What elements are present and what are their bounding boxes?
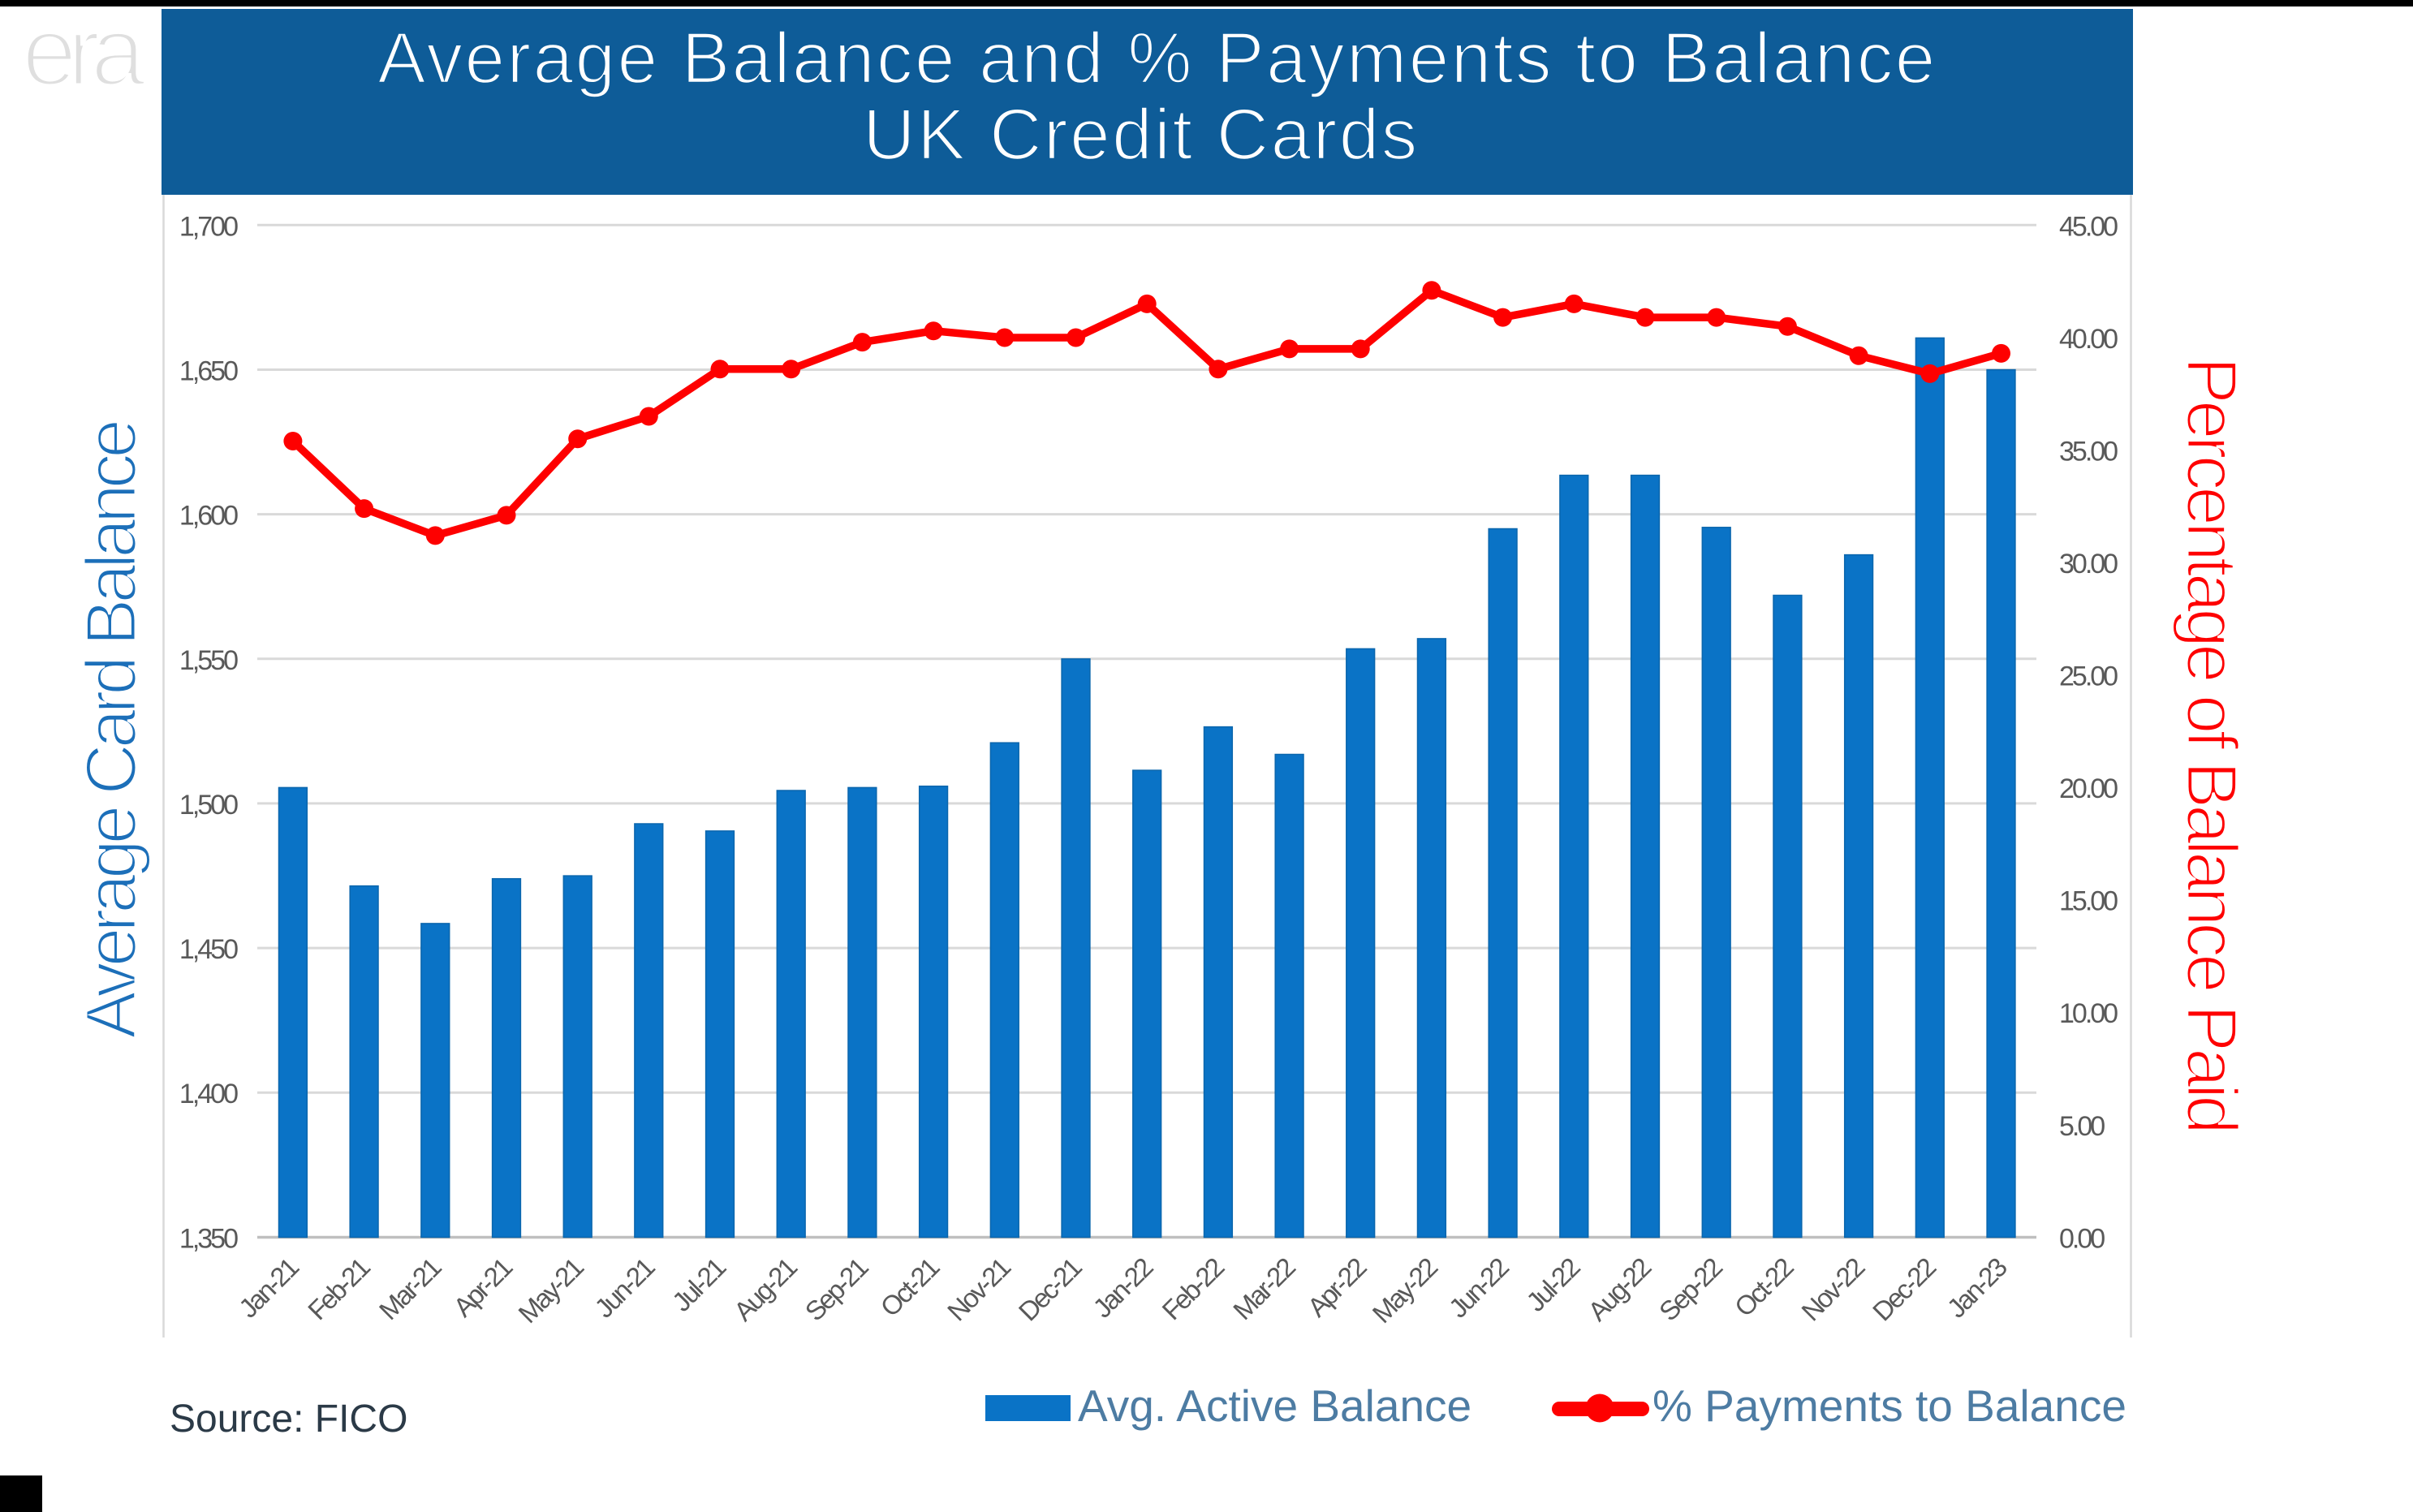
- svg-text:1,400: 1,400: [179, 1079, 238, 1109]
- svg-text:era: era: [22, 0, 145, 106]
- svg-text:25.00: 25.00: [2059, 661, 2118, 692]
- svg-text:10.00: 10.00: [2059, 998, 2118, 1029]
- svg-text:% Payments to Balance: % Payments to Balance: [1652, 1381, 2126, 1431]
- svg-text:45.00: 45.00: [2059, 211, 2118, 242]
- svg-text:40.00: 40.00: [2059, 324, 2118, 355]
- svg-text:UK Credit Cards: UK Credit Cards: [863, 93, 1419, 174]
- svg-text:Percentage of Balance Paid: Percentage of Balance Paid: [2172, 356, 2252, 1131]
- svg-text:0.00: 0.00: [2059, 1223, 2105, 1254]
- svg-text:20.00: 20.00: [2059, 773, 2118, 804]
- svg-text:Average Card Balance: Average Card Balance: [71, 421, 151, 1039]
- svg-text:Source: FICO: Source: FICO: [170, 1398, 407, 1441]
- svg-text:1,500: 1,500: [179, 790, 238, 821]
- svg-text:1,600: 1,600: [179, 501, 238, 532]
- svg-text:1,550: 1,550: [179, 645, 238, 676]
- svg-text:5.00: 5.00: [2059, 1111, 2105, 1142]
- svg-text:30.00: 30.00: [2059, 549, 2118, 579]
- svg-text:1,700: 1,700: [179, 211, 238, 242]
- svg-text:15.00: 15.00: [2059, 886, 2118, 917]
- svg-text:Average Balance and % Payments: Average Balance and % Payments to Balanc…: [377, 17, 1937, 98]
- svg-text:1,650: 1,650: [179, 356, 238, 387]
- svg-text:Avg. Active Balance: Avg. Active Balance: [1078, 1381, 1471, 1431]
- svg-text:35.00: 35.00: [2059, 436, 2118, 467]
- svg-text:1,450: 1,450: [179, 934, 238, 965]
- svg-text:1,350: 1,350: [179, 1223, 238, 1254]
